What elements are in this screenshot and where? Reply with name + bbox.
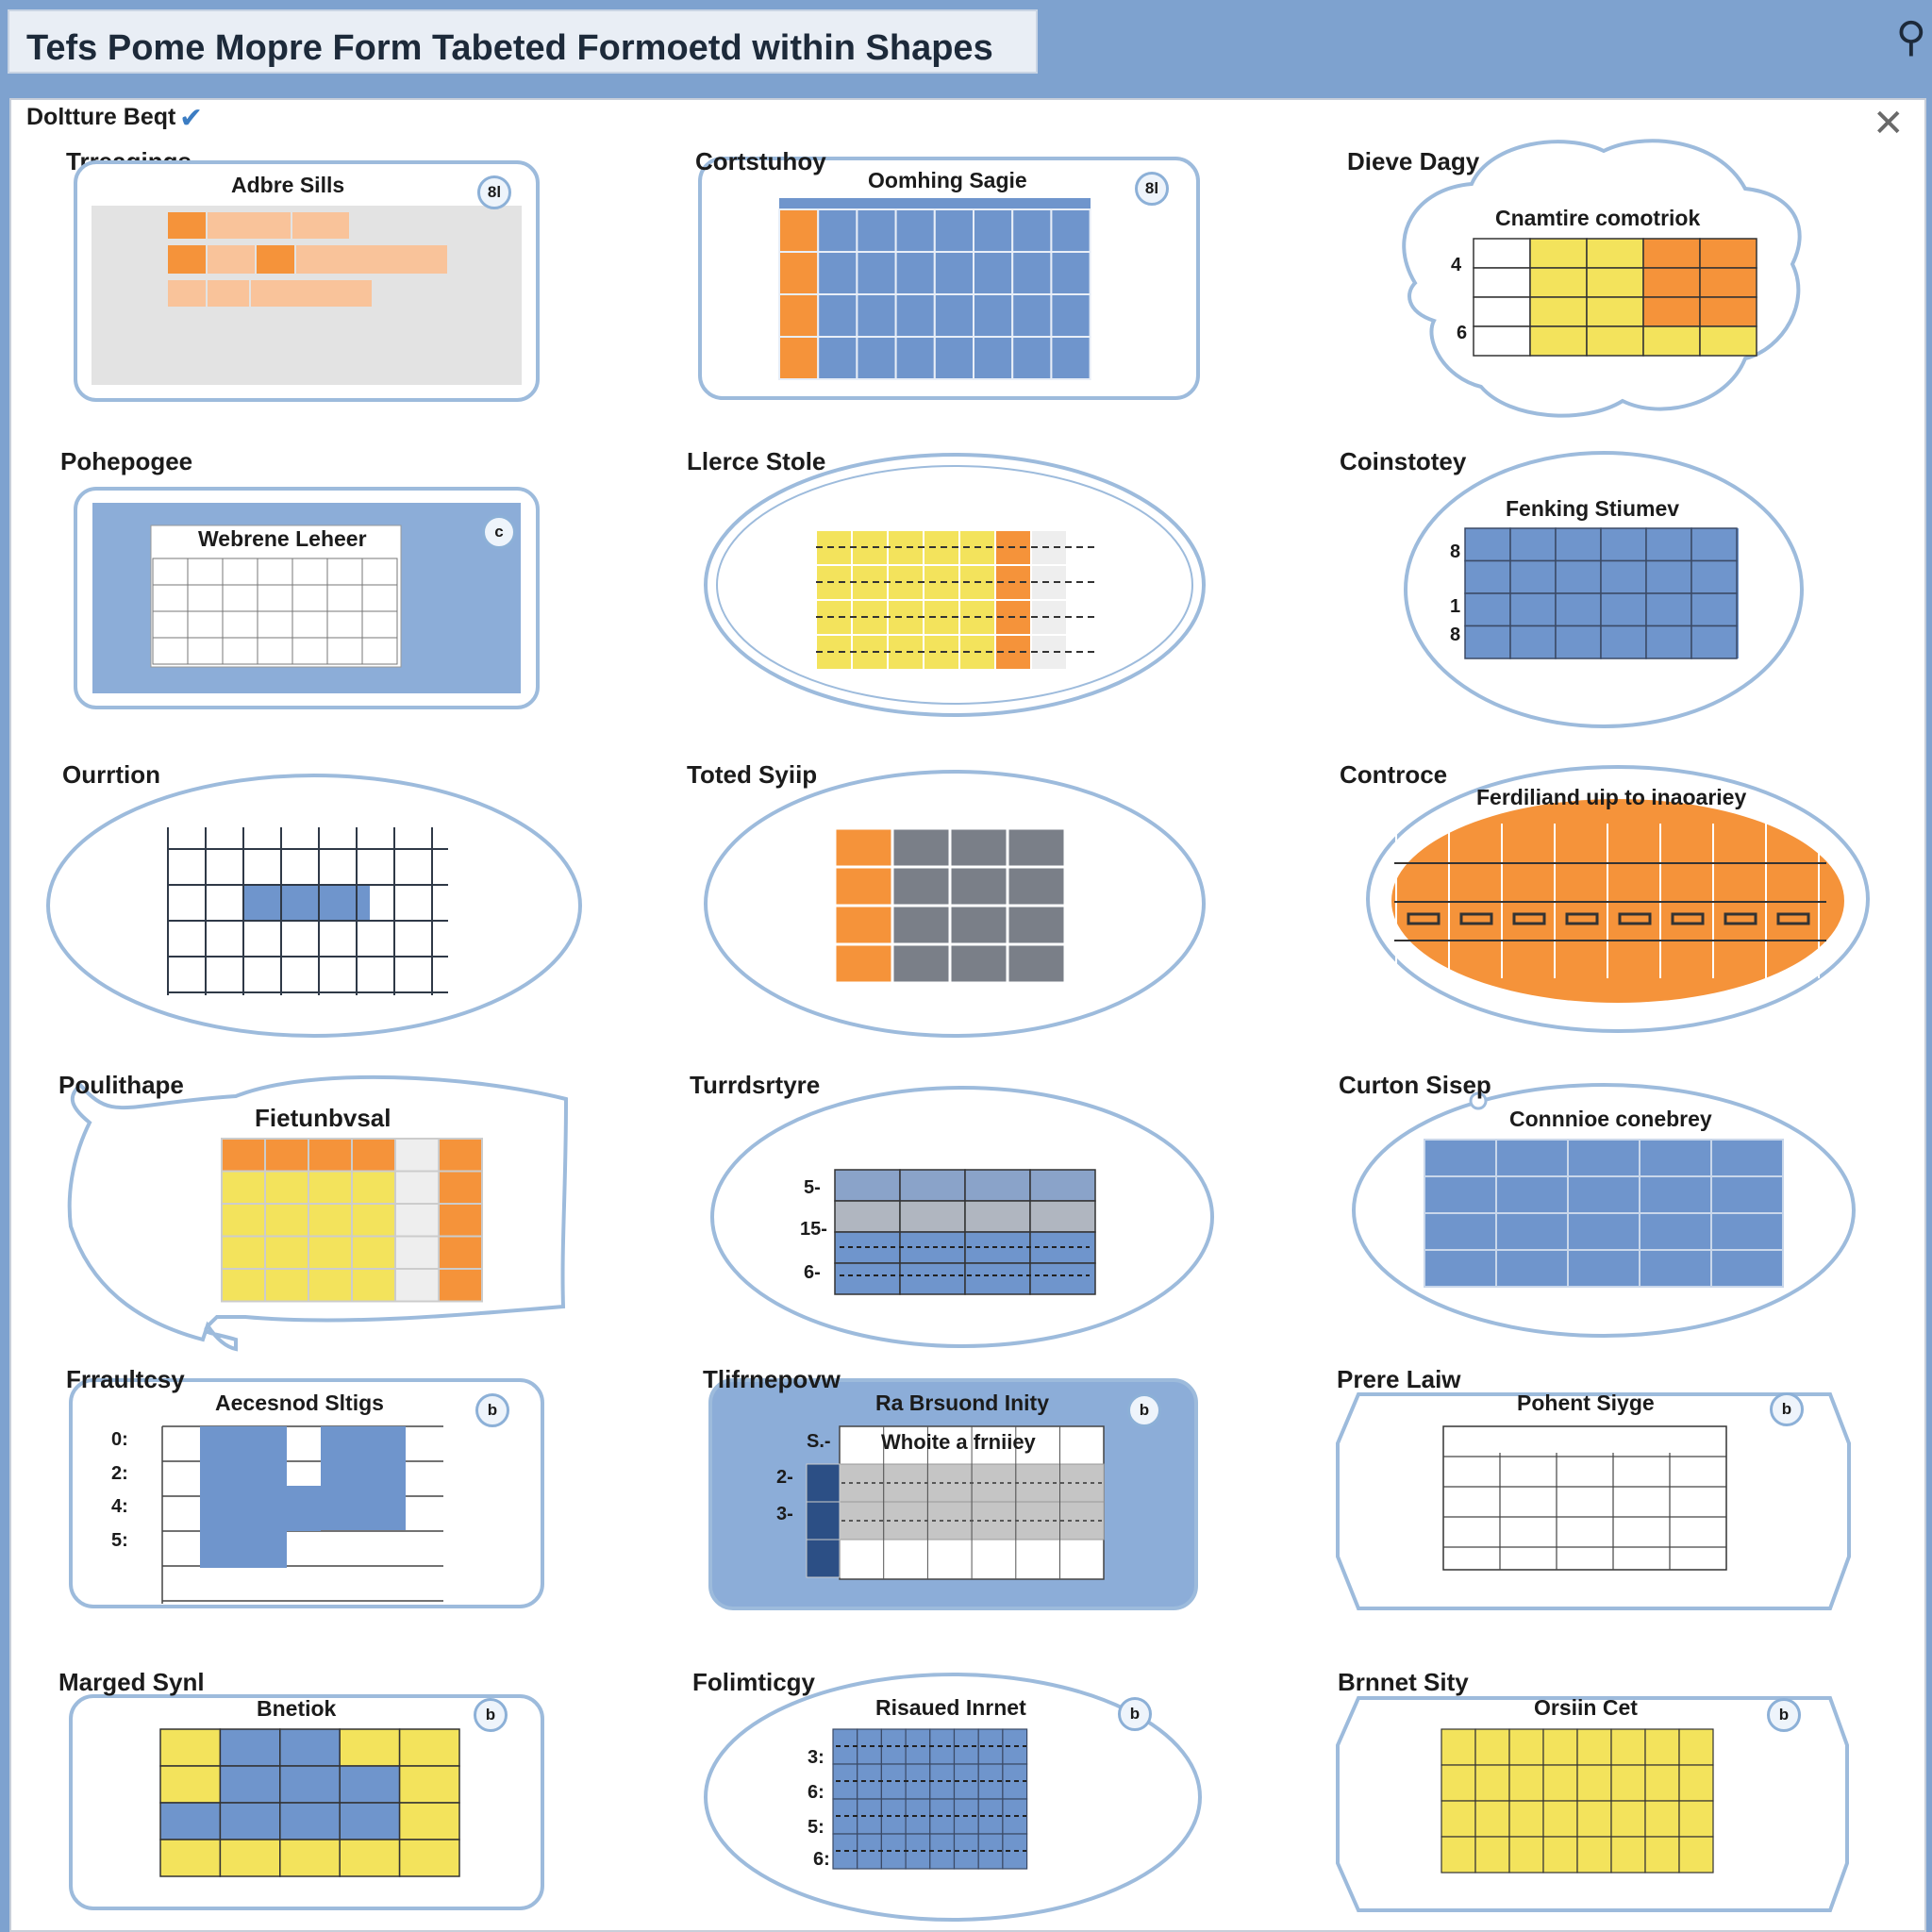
tile-row-label: 1 xyxy=(1450,596,1461,617)
dialog-panel xyxy=(9,98,1926,1932)
tile-caption-4: Webrene Leheer xyxy=(198,526,367,551)
tile-caption-14: Ra Brsuond Inity xyxy=(875,1391,1050,1415)
tile-label-16: Marged Synl xyxy=(58,1668,205,1696)
tile-row-label: 4: xyxy=(111,1496,128,1517)
tile-label-11: Turrdsrtyre xyxy=(690,1071,821,1099)
tile-caption-15: Pohent Siyge xyxy=(1517,1391,1655,1415)
tile-label-13: Frraultcsy xyxy=(66,1365,185,1393)
tile-row-label: 8 xyxy=(1450,625,1461,645)
tile-badge-16[interactable]: b xyxy=(474,1698,508,1732)
tile-caption-16: Bnetiok xyxy=(257,1696,337,1721)
tile-row-label: 6: xyxy=(813,1849,830,1870)
tile-row-label: 8 xyxy=(1450,541,1461,562)
tile-caption-3: Cnamtire comotriok xyxy=(1495,206,1701,230)
tile-row-label: S.- xyxy=(807,1431,831,1452)
tile-caption-1: Adbre Sills xyxy=(231,173,345,197)
pin-icon[interactable]: ⚲ xyxy=(1895,14,1926,60)
tile-label-4: Pohepogee xyxy=(60,447,193,475)
window-title-tab: Tefs Pome Mopre Form Tabeted Formoetd wi… xyxy=(8,9,1038,74)
tile-badge-17[interactable]: b xyxy=(1118,1697,1152,1731)
tile-label-3: Dieve Dagy xyxy=(1347,147,1480,175)
tile-badge-15[interactable]: b xyxy=(1770,1392,1804,1426)
tile-label-5: Llerce Stole xyxy=(687,447,826,475)
tile-row-label: 2- xyxy=(776,1467,793,1488)
tile-badge-2[interactable]: 8l xyxy=(1135,172,1169,206)
tile-label-15: Prere Laiw xyxy=(1337,1365,1461,1393)
tile-row-label: 15- xyxy=(800,1219,827,1240)
window-title: Tefs Pome Mopre Form Tabeted Formoetd wi… xyxy=(26,28,993,68)
tile-label-18: Brnnet Sity xyxy=(1338,1668,1469,1696)
dialog-title: Doltture Beqt xyxy=(26,104,176,130)
tile-caption-6: Fenking Stiumev xyxy=(1506,496,1680,521)
tile-row-label: 2: xyxy=(111,1463,128,1484)
tile-label-6: Coinstotey xyxy=(1340,447,1467,475)
tile-row-label: 3: xyxy=(808,1747,824,1768)
tile-row-label: 6 xyxy=(1457,323,1468,343)
title-bar: Tefs Pome Mopre Form Tabeted Formoetd wi… xyxy=(0,0,1932,75)
tile-badge-18[interactable]: b xyxy=(1767,1698,1801,1732)
close-icon[interactable]: ✕ xyxy=(1873,103,1905,144)
tile-row-label: 6: xyxy=(808,1782,824,1803)
tile-badge-1[interactable]: 8l xyxy=(477,175,511,209)
tile-badge-13[interactable]: b xyxy=(475,1393,509,1427)
tile-label-9: Controce xyxy=(1340,760,1448,789)
tile-label-8: Toted Syiip xyxy=(687,760,818,789)
tile-label-17: Folimticgy xyxy=(692,1668,816,1696)
tile-subcaption-14: Whoite a frniiey xyxy=(881,1430,1036,1454)
tile-row-label: 5: xyxy=(111,1530,128,1551)
tile-label-1: Trreagings xyxy=(66,147,192,175)
tile-row-label: 5: xyxy=(808,1817,824,1838)
tile-caption-2: Oomhing Sagie xyxy=(868,168,1027,192)
tile-row-label: 6- xyxy=(804,1262,821,1283)
tile-badge-4[interactable]: c xyxy=(482,515,516,549)
tile-caption-12: Connnioe conebrey xyxy=(1509,1107,1712,1131)
tile-label-7: Ourrtion xyxy=(62,760,160,789)
tile-caption-13: Aecesnod Sltigs xyxy=(215,1391,384,1415)
tile-row-label: 0: xyxy=(111,1429,128,1450)
tile-label-10: Poulithape xyxy=(58,1071,184,1099)
tile-row-label: 5- xyxy=(804,1177,821,1198)
tile-row-label: 4 xyxy=(1451,255,1462,275)
tile-label-14: Tlifrnepovw xyxy=(703,1365,841,1393)
tile-caption-9: Ferdiliand uip to inaoariey xyxy=(1476,785,1747,809)
tile-label-12: Curton Sisep xyxy=(1339,1071,1491,1099)
tile-row-label: 3- xyxy=(776,1504,793,1524)
tile-caption-18: Orsiin Cet xyxy=(1534,1695,1638,1720)
tile-caption-10: Fietunbvsal xyxy=(255,1104,391,1132)
tile-caption-17: Risaued Inrnet xyxy=(875,1695,1026,1720)
tile-label-2: Cortstuhoy xyxy=(695,147,826,175)
tile-badge-14[interactable]: b xyxy=(1127,1393,1161,1427)
checkmark-icon: ✔ xyxy=(179,103,204,134)
